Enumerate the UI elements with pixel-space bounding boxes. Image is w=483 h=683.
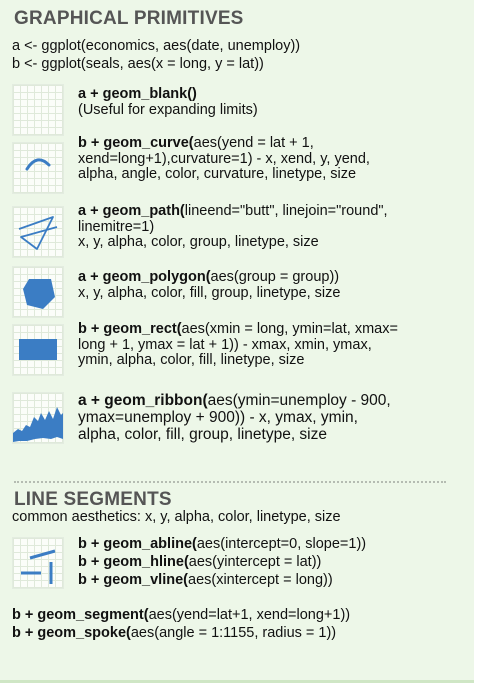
entry-geom-segment: b + geom_segment(aes(yend=lat+1, xend=lo… [12,607,350,624]
polygon-plot-icon [12,266,64,318]
entry-geom-ribbon: a + geom_ribbon(aes(ymin=unemploy - 900,… [78,392,391,443]
ribbon-plot-icon [12,392,64,444]
curve-plot-icon [12,142,64,194]
geom-path-head: a + geom_path( [78,203,185,219]
curve-svg [25,158,51,171]
entry-geom-path: a + geom_path(lineend="butt", linejoin="… [78,203,388,251]
geom-segment-head: b + geom_segment( [12,607,149,623]
geom-hline-args: aes(yintercept = lat)) [188,554,322,570]
rect-svg [19,339,57,360]
geom-polygon-head: a + geom_polygon( [78,269,211,285]
geom-ribbon-head: a + geom_ribbon( [78,392,208,409]
line-segments-common: common aesthetics: x, y, alpha, color, l… [12,509,341,525]
entry-geom-blank: a + geom_blank() (Useful for expanding l… [78,86,258,118]
geom-rect-head: b + geom_rect( [78,321,182,337]
setup-a: a <- ggplot(economics, aes(date, unemplo… [12,38,301,54]
section-title-graphical-primitives: GRAPHICAL PRIMITIVES [14,8,244,29]
ribbon-svg [13,407,63,442]
geom-rect-line2: long + 1, ymax = lat + 1)) - xmax, xmin,… [78,336,372,353]
geom-abline-head: b + geom_abline( [78,536,197,552]
geom-curve-line2: xend=long+1),curvature=1) - x, xend, y, … [78,150,370,167]
setup-b: b <- ggplot(seals, aes(x = long, y = lat… [12,56,264,72]
geom-segment-args: aes(yend=lat+1, xend=long+1)) [148,607,351,623]
geom-vline-args: aes(xintercept = long)) [188,572,333,588]
geom-abline-args: aes(intercept=0, slope=1)) [196,536,367,552]
geom-ribbon-line3: alpha, color, fill, group, linetype, siz… [78,426,327,443]
path-svg [18,216,58,250]
geom-rect-args: aes(xmin = long, ymin=lat, xmax= [181,321,398,337]
entry-geom-curve: b + geom_curve(aes(yend = lat + 1, xend=… [78,135,370,183]
lines-svg [21,549,56,584]
section-divider [14,481,446,483]
entry-geom-rect: b + geom_rect(aes(xmin = long, ymin=lat,… [78,321,398,369]
geom-blank-desc: (Useful for expanding limits) [78,101,258,118]
geom-ribbon-line2: ymax=unemploy + 900)) - x, ymax, ymin, [78,409,358,426]
geom-path-line3: x, y, alpha, color, group, linetype, siz… [78,234,319,250]
geom-path-line2: linemitre=1) [78,218,155,235]
polygon-svg [23,279,55,309]
geom-spoke-args: aes(angle = 1:1155, radius = 1)) [130,625,337,641]
right-margin [474,0,483,683]
entry-geom-spoke: b + geom_spoke(aes(angle = 1:1155, radiu… [12,625,336,642]
geom-ribbon-args: aes(ymin=unemploy - 900, [207,392,391,409]
path-plot-icon [12,206,64,258]
rect-plot-icon [12,324,64,376]
geom-polygon-args: aes(group = group)) [210,269,340,285]
geom-path-args: lineend="butt", linejoin="round", [184,203,388,219]
geom-curve-args: aes(yend = lat + 1, [193,135,314,151]
geom-hline-head: b + geom_hline( [78,554,189,570]
bottom-border [0,680,474,683]
geom-curve-line3: alpha, angle, color, curvature, linetype… [78,166,357,182]
entry-reference-lines: b + geom_abline(aes(intercept=0, slope=1… [78,535,366,589]
blank-plot-icon [12,84,64,136]
lines-plot-icon [12,537,64,589]
geom-rect-line3: ymin, alpha, color, fill, linetype, size [78,352,305,368]
section-title-line-segments: LINE SEGMENTS [14,489,172,510]
geom-curve-head: b + geom_curve( [78,135,194,151]
geom-blank-head: a + geom_blank() [78,86,197,102]
geom-spoke-head: b + geom_spoke( [12,625,131,641]
geom-polygon-line2: x, y, alpha, color, fill, group, linetyp… [78,284,341,301]
entry-geom-polygon: a + geom_polygon(aes(group = group)) x, … [78,269,341,301]
geom-vline-head: b + geom_vline( [78,572,188,588]
